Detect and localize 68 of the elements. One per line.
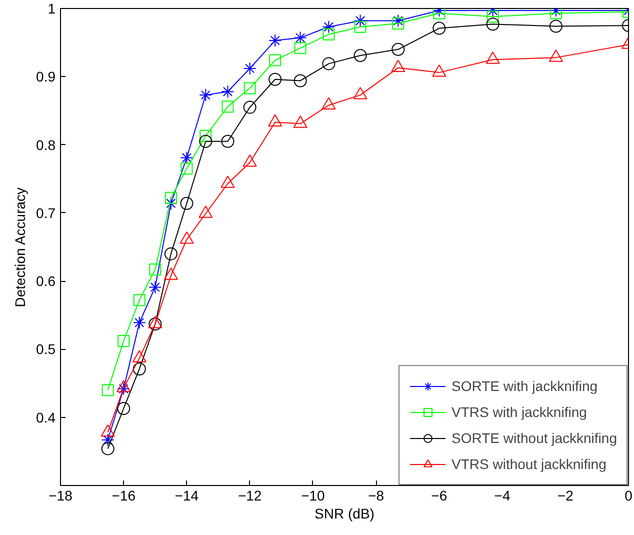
point	[244, 82, 256, 94]
point	[432, 22, 446, 35]
point	[180, 162, 193, 175]
point	[101, 442, 114, 456]
y-tick-label: 0.6	[36, 273, 56, 290]
y-tick-label: 0.4	[36, 409, 56, 426]
legend-label: SORTE with jackknifing	[452, 378, 598, 394]
point	[148, 280, 162, 294]
y-tick-label: 1	[48, 0, 56, 16]
point	[322, 20, 336, 34]
x-tick-label: −2	[557, 488, 574, 504]
x-tick-label: −16	[112, 488, 136, 504]
point	[101, 433, 114, 446]
y-tick-label: 0.9	[36, 68, 56, 85]
point	[102, 384, 114, 396]
x-tick-label: 0	[624, 488, 633, 504]
point	[294, 42, 306, 54]
point	[354, 49, 367, 62]
point	[199, 88, 212, 102]
point	[132, 362, 146, 376]
x-tick-label: −14	[174, 488, 199, 504]
point	[243, 62, 256, 75]
point	[164, 192, 177, 204]
y-tick-label: 0.7	[36, 204, 56, 221]
point	[354, 14, 367, 28]
point	[294, 74, 307, 88]
x-tick-label: −18	[48, 488, 73, 504]
point	[392, 14, 405, 28]
point	[222, 100, 234, 113]
x-axis-title: SNR (dB)	[314, 506, 374, 522]
point	[180, 151, 194, 164]
point	[149, 263, 162, 276]
point	[221, 134, 234, 148]
point	[180, 196, 194, 210]
point	[133, 294, 146, 306]
point	[200, 130, 212, 142]
point	[268, 72, 282, 86]
point	[392, 17, 404, 30]
point	[199, 134, 212, 148]
point	[269, 54, 282, 66]
point	[164, 247, 178, 260]
point	[132, 316, 146, 330]
point	[322, 28, 335, 40]
point	[117, 382, 130, 396]
y-axis-title: Detection Accuracy	[12, 187, 28, 308]
x-tick-label: −4	[494, 488, 510, 504]
x-tick-label: −6	[431, 488, 448, 504]
point	[549, 20, 562, 33]
point	[354, 20, 366, 33]
point	[117, 402, 130, 415]
legend-label: VTRS without jackknifing	[452, 456, 606, 472]
point	[164, 196, 178, 210]
point	[486, 18, 500, 31]
point	[118, 335, 130, 348]
point	[392, 42, 405, 56]
point	[294, 31, 307, 44]
legend-label: VTRS with jackknifing	[452, 404, 587, 420]
x-tick-label: −10	[301, 488, 326, 504]
point	[221, 85, 234, 98]
point	[268, 34, 282, 48]
x-tick-label: −8	[368, 488, 384, 504]
y-tick-label: 0.8	[36, 136, 56, 153]
point	[322, 57, 336, 70]
point	[486, 10, 499, 23]
y-tick-label: 0.5	[36, 341, 56, 358]
x-tick-label: −12	[238, 488, 262, 504]
point	[243, 100, 256, 114]
legend-label: SORTE without jackknifing	[452, 430, 617, 446]
